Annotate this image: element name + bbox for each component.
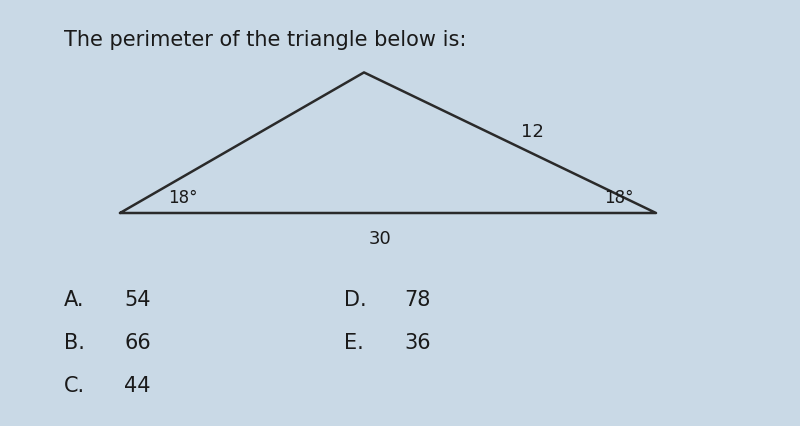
Text: 54: 54 [124,291,150,310]
Text: 12: 12 [521,123,543,141]
Text: A.: A. [64,291,85,310]
Text: E.: E. [344,333,364,353]
Text: 30: 30 [369,230,391,248]
Text: The perimeter of the triangle below is:: The perimeter of the triangle below is: [64,30,466,50]
Text: 44: 44 [124,376,150,395]
Text: 36: 36 [404,333,430,353]
Text: D.: D. [344,291,366,310]
Text: 78: 78 [404,291,430,310]
Text: B.: B. [64,333,85,353]
Text: 66: 66 [124,333,150,353]
Text: 18°: 18° [604,189,634,207]
Text: 18°: 18° [168,189,198,207]
Text: C.: C. [64,376,85,395]
